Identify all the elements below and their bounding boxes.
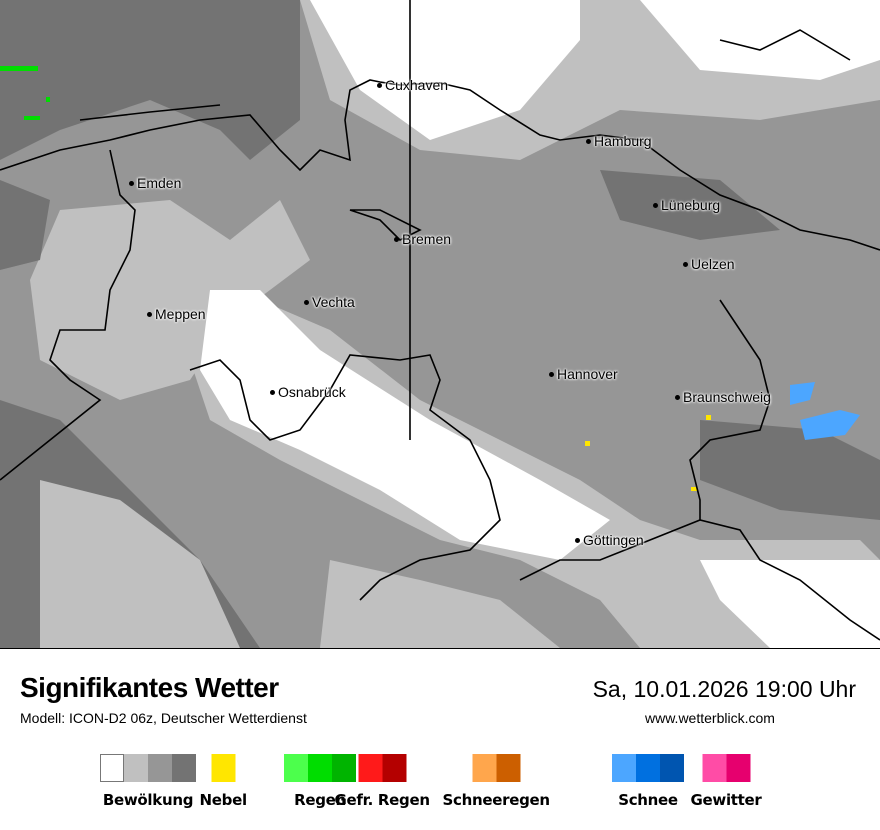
city-label: Göttingen: [575, 532, 644, 548]
map-layer: [0, 0, 880, 648]
city-name: Meppen: [155, 306, 206, 322]
city-label: Vechta: [304, 294, 355, 310]
legend-swatches: [284, 754, 356, 782]
city-label: Osnabrück: [270, 384, 346, 400]
city-marker-icon: [304, 299, 309, 305]
city-marker-icon: [575, 537, 580, 543]
legend-swatch: [496, 754, 521, 782]
city-name: Cuxhaven: [385, 77, 449, 93]
city-marker-icon: [270, 389, 275, 395]
city-name: Emden: [137, 175, 182, 191]
legend-swatch: [472, 754, 497, 782]
legend-swatch: [612, 754, 636, 782]
legend-label: Regen: [294, 791, 346, 809]
legend-swatch: [284, 754, 308, 782]
city-marker-icon: [675, 394, 680, 400]
city-marker-icon: [377, 82, 382, 88]
legend-swatch: [726, 754, 750, 782]
legend-swatch: [172, 754, 196, 782]
city-name: Hamburg: [594, 133, 652, 149]
city-name: Uelzen: [691, 256, 735, 272]
city-marker-icon: [683, 261, 688, 267]
website-link[interactable]: www.wetterblick.com: [645, 710, 775, 726]
city-label: Emden: [129, 175, 181, 191]
city-name: Bremen: [402, 231, 452, 247]
legend-swatch: [308, 754, 332, 782]
forecast-datetime: Sa, 10.01.2026 19:00 Uhr: [592, 676, 856, 702]
city-name: Vechta: [312, 294, 355, 310]
legend-swatch: [702, 754, 726, 782]
legend-label: Schnee: [618, 791, 678, 809]
legend-item-gewitter: Gewitter: [691, 754, 762, 809]
legend-item-regen: Regen: [284, 754, 356, 809]
city-marker-icon: [549, 371, 554, 377]
map-title: Signifikantes Wetter: [20, 672, 279, 703]
legend-label: Bewölkung: [102, 791, 194, 809]
legend-item-bewoelkung: Bewölkung: [100, 754, 196, 809]
city-marker-icon: [394, 236, 399, 242]
city-label: Meppen: [147, 306, 206, 322]
legend-swatch: [636, 754, 660, 782]
legend-swatch: [124, 754, 148, 782]
weather-map: Cuxhaven Hamburg Emden Lüneburg Bremen U…: [0, 0, 880, 649]
legend-label: Gefr. Regen: [334, 791, 431, 809]
city-label: Lüneburg: [653, 197, 720, 213]
legend-swatches: [472, 754, 521, 782]
city-name: Hannover: [557, 366, 618, 382]
legend-item-schneeregen: Schneeregen: [443, 754, 550, 809]
city-label: Cuxhaven: [377, 77, 448, 93]
city-marker-icon: [653, 202, 658, 208]
city-name: Lüneburg: [661, 197, 721, 213]
legend-swatch: [382, 754, 407, 782]
city-marker-icon: [147, 311, 152, 317]
legend-swatch: [358, 754, 383, 782]
city-marker-icon: [586, 138, 591, 144]
city-label: Hamburg: [586, 133, 652, 149]
legend-label: Nebel: [199, 791, 248, 809]
legend-label: Schneeregen: [442, 791, 551, 809]
legend: Bewölkung Nebel Regen Gefr. Regen Schnee…: [0, 754, 880, 814]
city-label: Uelzen: [683, 256, 735, 272]
city-marker-icon: [129, 180, 134, 186]
legend-swatch: [100, 754, 124, 782]
legend-swatch: [211, 754, 236, 782]
legend-item-gefr-regen: Gefr. Regen: [335, 754, 430, 809]
city-label: Hannover: [549, 366, 618, 382]
legend-swatches: [358, 754, 407, 782]
legend-swatches: [100, 754, 196, 782]
city-name: Braunschweig: [683, 389, 771, 405]
legend-swatch: [332, 754, 356, 782]
legend-swatch: [148, 754, 172, 782]
city-name: Osnabrück: [278, 384, 346, 400]
legend-swatch: [660, 754, 684, 782]
legend-item-nebel: Nebel: [200, 754, 247, 809]
legend-swatches: [702, 754, 750, 782]
legend-swatches: [612, 754, 684, 782]
legend-label: Gewitter: [690, 791, 762, 809]
legend-swatches: [211, 754, 236, 782]
legend-item-schnee: Schnee: [612, 754, 684, 809]
city-label: Braunschweig: [675, 389, 771, 405]
city-label: Bremen: [394, 231, 451, 247]
city-name: Göttingen: [583, 532, 644, 548]
model-info: Modell: ICON-D2 06z, Deutscher Wetterdie…: [20, 710, 307, 726]
